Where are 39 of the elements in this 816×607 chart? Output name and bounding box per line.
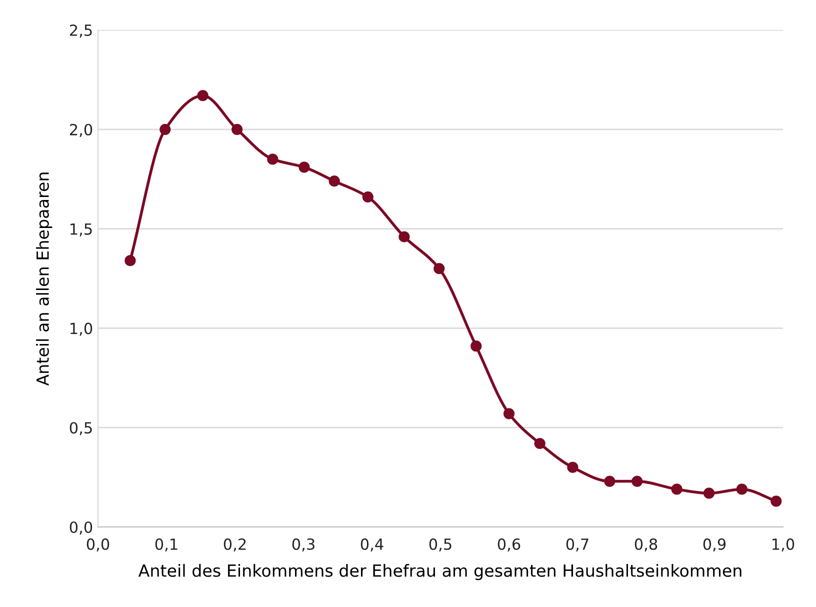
point (604, 476, 616, 487)
y-tick-label: 0,0 (70, 521, 92, 535)
x-tick-label: 0,9 (703, 538, 726, 552)
x-tick-label: 0,1 (155, 538, 178, 552)
point (534, 438, 546, 450)
point (267, 154, 278, 165)
point (470, 340, 482, 352)
point (503, 408, 515, 420)
point (124, 255, 136, 266)
x-tick-label: 0,3 (292, 538, 314, 552)
point (632, 476, 643, 487)
y-tick-label: 1,5 (70, 223, 92, 236)
y-axis-title: Anteil an allen Ehepaaren (36, 172, 52, 386)
y-tick-label: 0,5 (70, 422, 92, 436)
point (736, 484, 748, 495)
y-tick-label: 2,0 (70, 124, 92, 137)
x-tick-label: 0,2 (224, 538, 246, 552)
point (197, 90, 208, 102)
point (398, 231, 410, 242)
point (770, 496, 782, 507)
point (434, 263, 445, 274)
point (703, 488, 715, 499)
point (232, 124, 243, 135)
point (671, 484, 682, 495)
y-tick-label: 2,5 (70, 24, 92, 38)
x-axis-title: Anteil des Einkommens der Ehefrau am gesamten Haushaltseinkommen (138, 564, 742, 580)
y-tick-label: 1,0 (70, 322, 92, 336)
x-tick-label: 0,0 (86, 538, 110, 552)
x-tick-label: 0,5 (429, 538, 452, 552)
x-tick-label: 1,0 (772, 538, 794, 552)
point (298, 162, 310, 173)
point (328, 176, 340, 187)
point (160, 124, 171, 135)
point (567, 462, 578, 473)
x-tick-label: 0,4 (360, 538, 384, 552)
x-tick-label: 0,6 (498, 538, 520, 552)
x-tick-label: 0,7 (566, 538, 588, 552)
point (362, 191, 374, 203)
x-tick-label: 0,8 (634, 538, 658, 552)
